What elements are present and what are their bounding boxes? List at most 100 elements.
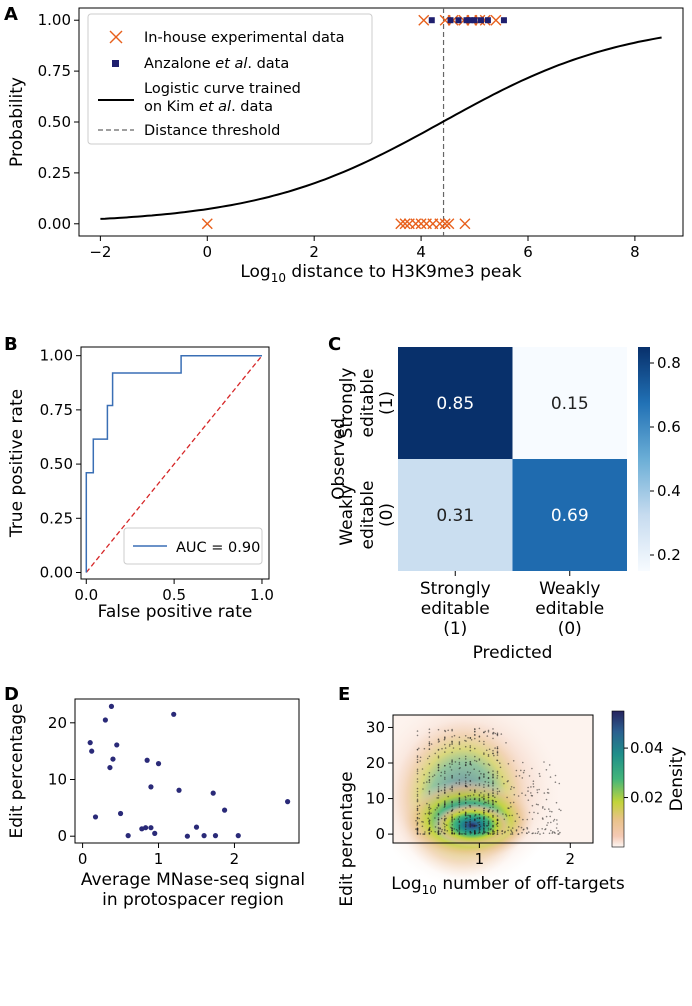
e-sample-point	[483, 809, 485, 812]
e-sample-point	[537, 831, 540, 833]
a-inhouse-point	[459, 218, 471, 230]
axes-frame	[80, 346, 270, 580]
b-ytick-label: 0.00	[40, 563, 73, 581]
c-row-label: editable	[358, 368, 378, 437]
e-sample-point	[443, 806, 446, 808]
e-sample-point	[437, 786, 440, 788]
e-sample-point	[416, 730, 419, 732]
e-sample-point	[458, 824, 461, 827]
e-sample-point	[469, 823, 472, 826]
a-xtick-label: 0	[203, 243, 213, 261]
e-sample-point	[451, 761, 453, 763]
e-sample-point	[483, 823, 485, 825]
e-sample-point	[444, 815, 446, 817]
e-sample-point	[494, 732, 497, 735]
e-sample-point	[492, 728, 494, 730]
e-sample-point	[464, 811, 467, 814]
e-sample-point	[531, 767, 533, 770]
c-col-label: Strongly	[420, 579, 491, 599]
e-sample-point	[492, 732, 494, 734]
e-sample-point	[479, 817, 481, 819]
e-sample-point	[487, 771, 490, 774]
e-density-core	[432, 803, 513, 848]
e-sample-point	[427, 817, 430, 820]
d-data-point	[176, 787, 182, 793]
e-sample-point	[468, 804, 471, 807]
a-inhouse-point	[490, 14, 502, 26]
e-sample-point	[499, 766, 502, 769]
e-sample-point	[464, 833, 467, 835]
d-data-point	[171, 711, 177, 717]
e-sample-point	[450, 769, 453, 771]
e-sample-point	[451, 777, 453, 779]
e-sample-point	[483, 811, 485, 814]
e-sample-point	[416, 798, 419, 801]
e-sample-point	[536, 791, 539, 794]
e-sample-point	[469, 815, 472, 817]
e-sample-point	[492, 803, 494, 806]
e-sample-point	[426, 802, 428, 805]
e-sample-point	[483, 731, 485, 733]
e-sample-point	[483, 743, 485, 745]
e-sample-point	[478, 799, 481, 802]
d-data-point	[107, 764, 113, 771]
e-sample-point	[492, 792, 494, 794]
e-sample-point	[478, 783, 481, 785]
e-sample-point	[483, 803, 485, 805]
e-sample-point	[459, 767, 461, 769]
e-sample-point	[458, 803, 461, 806]
e-sample-point	[444, 776, 446, 779]
a-inhouse-point-stroke	[418, 14, 430, 26]
e-ytick-label: 20	[366, 754, 385, 772]
b-ytick-label: 0.75	[40, 401, 73, 419]
panel-b-plot: 0.0 0.5 1.0 0.00 0.25 0.50 0.75 1.00 False posit…	[7, 346, 274, 622]
e-sample-point	[483, 753, 485, 756]
e-sample-point	[478, 740, 481, 742]
d-y-axis-label: Edit percentage	[7, 703, 27, 838]
e-sample-point	[458, 821, 461, 823]
a-inhouse-point	[443, 218, 455, 230]
e-sample-point	[555, 801, 558, 804]
e-sample-point	[464, 755, 467, 758]
c-cell-value: 0.69	[551, 506, 589, 526]
e-sample-point	[444, 828, 446, 831]
e-sample-point	[444, 772, 446, 774]
e-sample-point	[496, 809, 499, 811]
e-sample-point	[453, 828, 456, 830]
e-sample-point	[483, 821, 485, 823]
e-sample-point	[451, 821, 453, 823]
e-sample-point	[440, 775, 442, 777]
e-sample-point	[486, 735, 489, 737]
e-sample-point	[492, 806, 494, 808]
e-sample-point	[496, 825, 499, 827]
e-sample-point	[464, 802, 467, 804]
e-sample-point	[416, 787, 419, 790]
e-sample-point	[444, 743, 446, 746]
d-xtick-label: 0	[78, 850, 88, 868]
e-sample-point	[521, 792, 523, 794]
e-sample-point	[492, 788, 494, 790]
e-sample-point	[478, 795, 481, 797]
e-sample-point	[496, 770, 499, 773]
e-sample-point	[446, 812, 449, 814]
e-sample-point	[426, 781, 428, 783]
e-sample-point	[416, 755, 419, 757]
e-sample-point	[474, 755, 476, 758]
e-sample-point	[537, 812, 539, 815]
c-col-label: editable	[421, 599, 490, 619]
e-sample-point	[489, 828, 492, 831]
a-anzalone-point	[484, 17, 491, 24]
e-sample-point	[428, 812, 431, 814]
e-sample-point	[437, 788, 440, 790]
e-sample-point	[428, 728, 431, 730]
e-sample-point	[416, 828, 419, 830]
e-sample-point	[492, 802, 494, 804]
e-sample-point	[464, 831, 467, 833]
a-inhouse-point	[418, 14, 430, 26]
e-sample-point	[483, 783, 485, 786]
e-sample-point	[559, 831, 561, 834]
e-sample-point	[434, 817, 436, 819]
e-sample-point	[492, 814, 494, 817]
e-sample-point	[484, 781, 487, 783]
e-sample-point	[507, 763, 510, 765]
